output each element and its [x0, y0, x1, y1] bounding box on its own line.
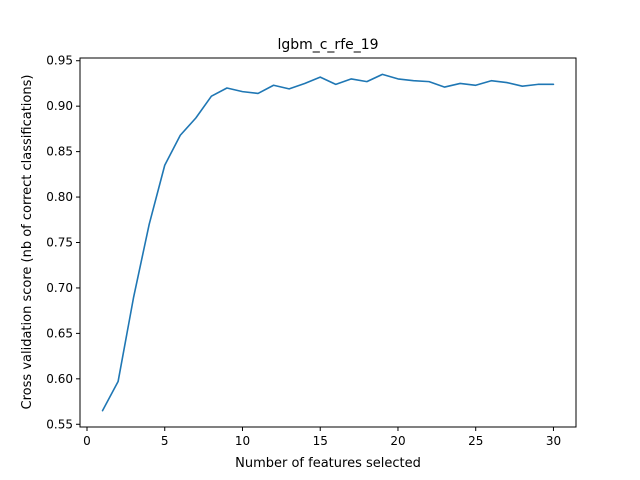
- y-axis-label: Cross validation score (nb of correct cl…: [20, 75, 35, 410]
- y-tick-label: 0.55: [46, 417, 73, 431]
- y-tick-label: 0.85: [46, 145, 73, 159]
- x-tick-label: 10: [235, 434, 250, 448]
- axes-frame: [79, 57, 577, 428]
- y-tick-label: 0.60: [46, 372, 73, 386]
- chart-title: lgbm_c_rfe_19: [277, 37, 378, 53]
- y-tick-label: 0.90: [46, 99, 73, 113]
- y-tick-label: 0.95: [46, 54, 73, 68]
- y-tick-label: 0.65: [46, 326, 73, 340]
- x-tick-label: 5: [161, 434, 169, 448]
- x-tick-label: 0: [83, 434, 91, 448]
- plot-area: [101, 73, 555, 412]
- y-tick-label: 0.80: [46, 190, 73, 204]
- x-tick-label: 25: [468, 434, 483, 448]
- x-tick-label: 30: [546, 434, 561, 448]
- x-axis-label: Number of features selected: [235, 456, 421, 471]
- y-tick-label: 0.75: [46, 236, 73, 250]
- series-line: [101, 73, 555, 412]
- y-tick-label: 0.70: [46, 281, 73, 295]
- ticks: 0 5 10 15 20 25 30 0.55 0.60 0.65 0.70 0.75 0.80 0.85…: [46, 54, 561, 448]
- x-tick-label: 20: [390, 434, 405, 448]
- x-tick-label: 15: [313, 434, 328, 448]
